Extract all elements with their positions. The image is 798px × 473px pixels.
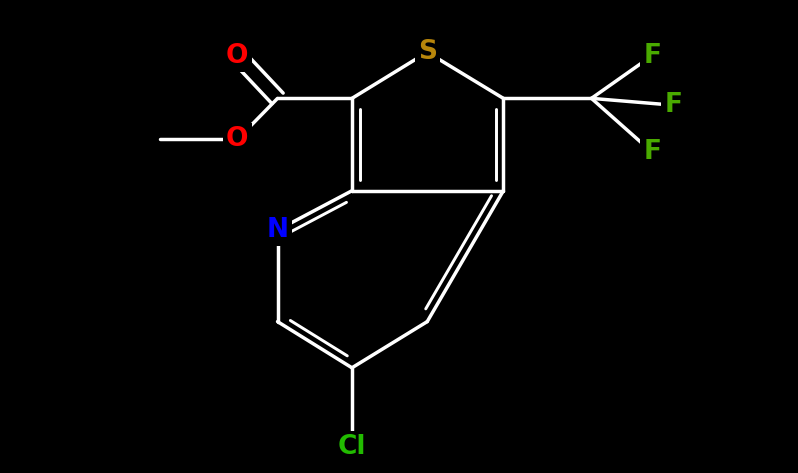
Text: Cl: Cl <box>338 434 366 460</box>
Text: O: O <box>226 126 249 152</box>
Text: F: F <box>665 92 682 118</box>
Text: O: O <box>226 43 249 69</box>
Text: F: F <box>643 43 662 69</box>
Text: S: S <box>417 39 437 65</box>
Text: F: F <box>643 139 662 165</box>
Text: N: N <box>267 217 289 243</box>
